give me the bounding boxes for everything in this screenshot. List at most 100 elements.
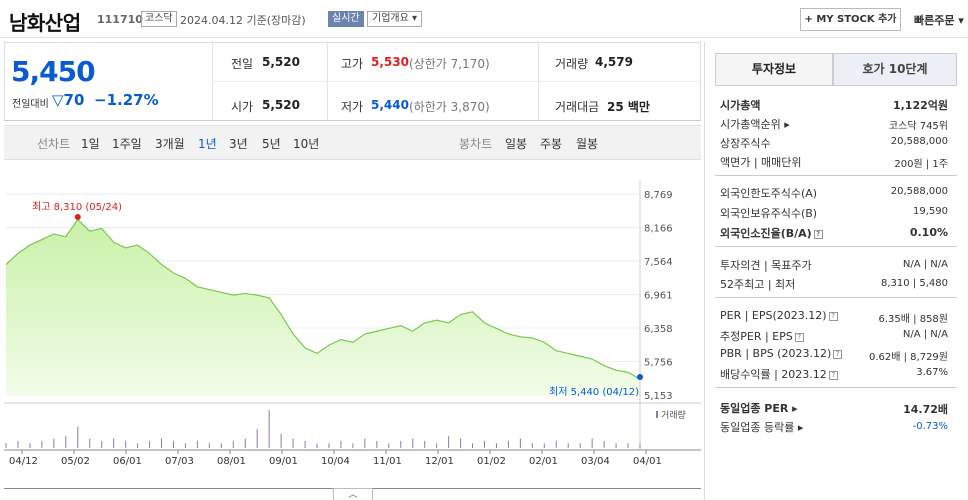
candle-weekly[interactable]: 주봉 <box>540 137 563 151</box>
market-cap-value: 1,122억원 <box>892 99 948 112</box>
period-1d[interactable]: 1일 <box>81 137 100 151</box>
divider <box>212 81 700 82</box>
per-eps-label: PER | EPS(2023.12)? <box>720 309 838 322</box>
volume-label: 거래량 <box>555 57 589 71</box>
dividend-label: 배당수익률 | 2023.12? <box>720 366 838 382</box>
company-info-dropdown[interactable]: 기업개요 ▾ <box>367 11 422 27</box>
pbr-bps-value: 0.62배 | 8,729원 <box>868 352 948 363</box>
x-tick-label: 10/04 <box>321 456 350 467</box>
high-label: 최고 8,310 (05/24) <box>32 201 122 213</box>
open-value: 5,520 <box>262 98 300 112</box>
x-tick-label: 07/03 <box>165 456 194 467</box>
upper-limit: (상한가 7,170) <box>409 57 490 71</box>
add-mystock-button[interactable]: + MY STOCK 추가 <box>800 8 901 31</box>
prev-compare-label: 전일대비 <box>12 99 49 110</box>
help-icon[interactable]: ? <box>794 332 804 342</box>
change-percent: −1.27% <box>94 91 159 109</box>
x-tick-label: 04/12 <box>9 456 38 467</box>
high-marker <box>74 214 81 220</box>
change-value: ▽70 <box>52 91 85 109</box>
stock-code: 111710 <box>97 13 143 26</box>
foreign-ratio-text: 외국인소진율(B/A) <box>720 227 812 240</box>
pbr-bps-label: PBR | BPS (2023.12)? <box>720 347 843 360</box>
volume-legend-label: 거래량 <box>661 409 686 421</box>
x-tick-label: 01/02 <box>477 456 506 467</box>
price-line <box>5 218 641 380</box>
prev-close-value: 5,520 <box>262 55 300 69</box>
x-tick-label: 04/01 <box>633 456 662 467</box>
market-cap-label: 시가총액 <box>720 99 761 112</box>
foreign-limit-label: 외국인한도주식수(A) <box>720 187 818 200</box>
candle-monthly[interactable]: 월봉 <box>576 137 599 151</box>
period-1y[interactable]: 1년 <box>198 137 217 151</box>
high-label: 고가 <box>341 57 364 71</box>
low-marker <box>637 374 643 381</box>
x-tick-label: 05/02 <box>61 456 90 467</box>
period-5y[interactable]: 5년 <box>262 137 281 151</box>
y-tick-label: 6,358 <box>644 324 673 335</box>
help-icon[interactable]: ? <box>833 349 843 359</box>
help-icon[interactable]: ? <box>828 370 838 380</box>
foreign-hold-value: 19,590 <box>913 206 948 217</box>
per-eps-value: 6.35배 | 858원 <box>878 314 948 325</box>
price-chart-svg[interactable]: 8,769 8,166 7,564 6,961 6,358 5,756 5,153 최고 8,… <box>4 160 701 490</box>
industry-per-label[interactable]: 동일업종 PER ▸ <box>720 402 798 415</box>
x-tick-label: 12/01 <box>425 456 454 467</box>
y-tick-label: 8,166 <box>644 224 673 235</box>
y-tick-label: 7,564 <box>644 257 673 268</box>
x-tick-label: 03/04 <box>581 456 610 467</box>
low-label: 최저 5,440 (04/12) <box>549 386 639 398</box>
stock-name: 남화산업 <box>9 11 81 35</box>
realtime-badge[interactable]: 실시간 <box>328 11 364 27</box>
foreign-ratio-label: 외국인소진율(B/A)? <box>720 225 823 241</box>
price-summary: 5,450 전일대비 ▽70 −1.27% 전일 5,520 시가 5,520 … <box>4 42 701 121</box>
x-tick-label: 11/01 <box>373 456 402 467</box>
divider <box>715 387 957 388</box>
period-3m[interactable]: 3개월 <box>155 137 185 151</box>
stock-header: 남화산업 111710 코스닥 2024.04.12 기준(장마감) 실시간 기… <box>0 0 968 38</box>
amount-label: 거래대금 <box>555 100 600 114</box>
divider <box>715 246 957 247</box>
per-eps-text: PER | EPS(2023.12) <box>720 309 827 322</box>
amount-value: 25 백만 <box>607 100 650 114</box>
est-per-text: 추정PER | EPS <box>720 330 793 343</box>
candle-daily[interactable]: 일봉 <box>505 137 528 151</box>
par-value-value: 200원 | 1주 <box>894 159 948 170</box>
line-chart-label: 선차트 <box>37 137 71 151</box>
y-tick-label: 8,769 <box>644 190 673 201</box>
period-10y[interactable]: 10년 <box>293 137 320 151</box>
period-1w[interactable]: 1주일 <box>112 137 142 151</box>
tab-orderbook-10[interactable]: 호가 10단계 <box>833 53 957 86</box>
price-area <box>6 219 640 395</box>
dividend-value: 3.67% <box>916 367 948 378</box>
low-value: 5,440 <box>371 98 409 112</box>
market-cap-rank-label[interactable]: 시가총액순위 ▸ <box>720 118 790 131</box>
collapse-chevron-icon[interactable]: ︿ <box>333 488 373 500</box>
volume-legend-swatch <box>656 411 658 418</box>
pbr-bps-text: PBR | BPS (2023.12) <box>720 347 832 360</box>
price-chart[interactable]: 8,769 8,166 7,564 6,961 6,358 5,756 5,153 최고 8,… <box>4 160 701 490</box>
volume-value: 4,579 <box>595 55 633 69</box>
help-icon[interactable]: ? <box>828 311 838 321</box>
week52-value: 8,310 | 5,480 <box>881 278 948 289</box>
quick-order-button[interactable]: 빠른주문 ▾ <box>914 14 964 27</box>
base-date: 2024.04.12 기준(장마감) <box>180 14 306 27</box>
period-3y[interactable]: 3년 <box>229 137 248 151</box>
help-icon[interactable]: ? <box>813 229 823 239</box>
x-tick-label: 09/01 <box>269 456 298 467</box>
open-label: 시가 <box>231 100 254 114</box>
par-value-label: 액면가 | 매매단위 <box>720 156 802 169</box>
est-per-label: 추정PER | EPS? <box>720 328 804 344</box>
industry-change-label[interactable]: 동일업종 등락률 ▸ <box>720 421 804 434</box>
lower-limit: (하한가 3,870) <box>409 100 490 114</box>
x-tick-label: 08/01 <box>217 456 246 467</box>
industry-per-value: 14.72배 <box>903 403 948 416</box>
divider <box>715 297 957 298</box>
market-badge: 코스닥 <box>141 11 177 27</box>
dividend-text: 배당수익률 | 2023.12 <box>720 368 827 381</box>
tab-investment-info[interactable]: 투자정보 <box>715 53 833 86</box>
y-tick-label: 6,961 <box>644 291 673 302</box>
tab-underline <box>715 85 957 86</box>
foreign-hold-label: 외국인보유주식수(B) <box>720 207 818 220</box>
divider <box>715 175 957 176</box>
